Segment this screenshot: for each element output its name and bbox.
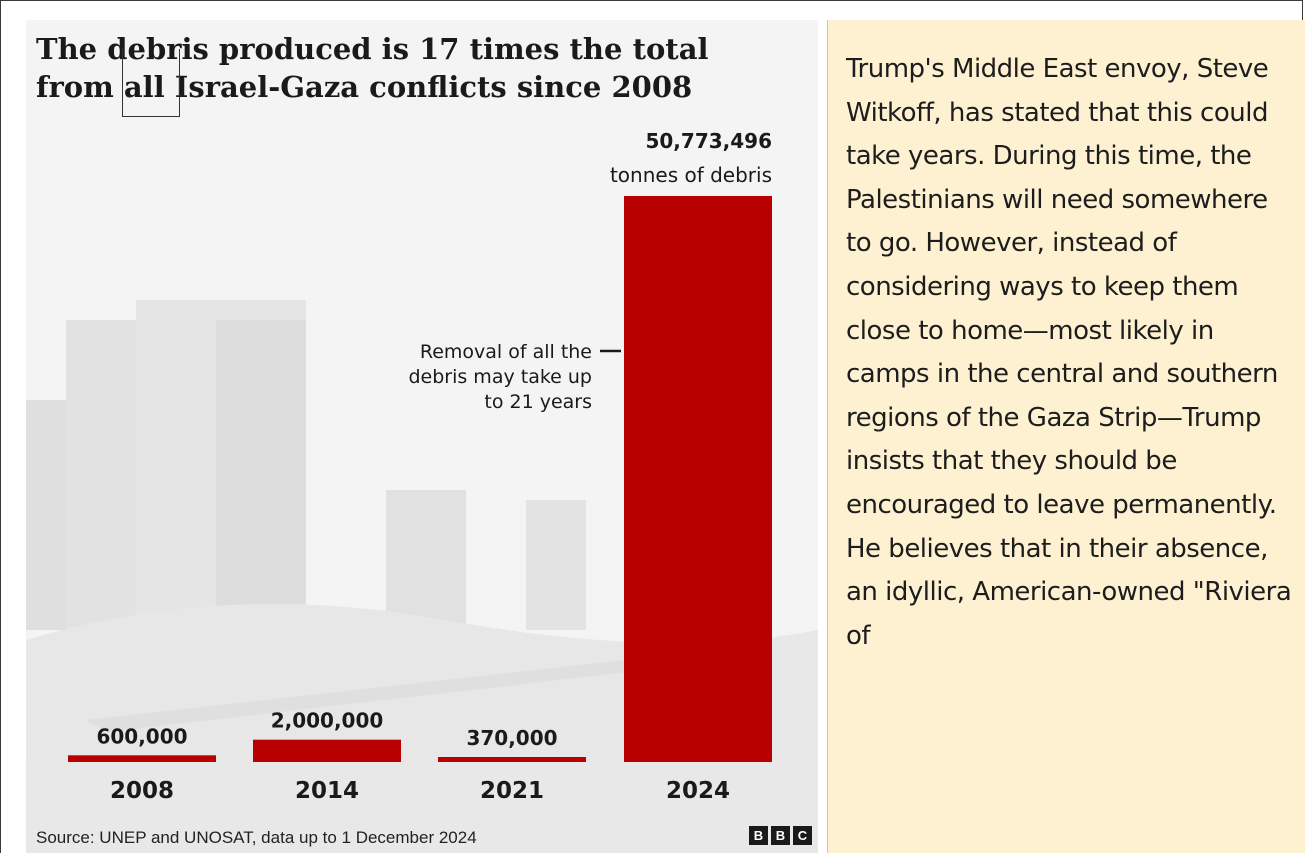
- data-label: 370,000: [466, 726, 557, 750]
- unit-label: tonnes of debris: [610, 163, 772, 187]
- bar-2008: [68, 755, 216, 762]
- chart-svg: 2008 600,000 2014 2,000,000 2021 370,000 2024 5…: [26, 129, 818, 853]
- bar-2021: [438, 757, 586, 762]
- background-ruins-illustration: [26, 300, 818, 853]
- annotation-text: Removal of all the: [420, 341, 592, 363]
- chart-panel: 2008 600,000 2014 2,000,000 2021 370,000 2024 5…: [26, 20, 818, 853]
- data-label: 50,773,496: [645, 129, 772, 153]
- chart-title: The debris produced is 17 times the tota…: [36, 32, 709, 104]
- annotation-text: debris may take up: [408, 366, 592, 388]
- bar-2014: [253, 739, 401, 762]
- title-highlight-box: [122, 49, 180, 117]
- x-tick-label: 2014: [295, 778, 359, 804]
- x-tick-label: 2021: [480, 778, 544, 804]
- annotation-text: to 21 years: [484, 391, 592, 413]
- article-panel: Trump's Middle East envoy, Steve Witkoff…: [827, 20, 1305, 853]
- label-group: 2008 600,000 2014 2,000,000 2021 370,000 2024 5…: [96, 129, 772, 804]
- x-tick-label: 2008: [110, 778, 174, 804]
- bar-group: [68, 196, 772, 762]
- logo-letter: B: [749, 826, 768, 845]
- bbc-logo: B B C: [749, 826, 812, 845]
- data-label: 600,000: [96, 724, 187, 748]
- logo-letter: B: [771, 826, 790, 845]
- x-tick-label: 2024: [666, 778, 730, 804]
- article-paragraph: Trump's Middle East envoy, Steve Witkoff…: [846, 54, 1292, 651]
- logo-letter: C: [793, 826, 812, 845]
- source-note: Source: UNEP and UNOSAT, data up to 1 De…: [36, 828, 477, 847]
- bar-2024: [624, 196, 772, 762]
- data-label: 2,000,000: [271, 709, 384, 733]
